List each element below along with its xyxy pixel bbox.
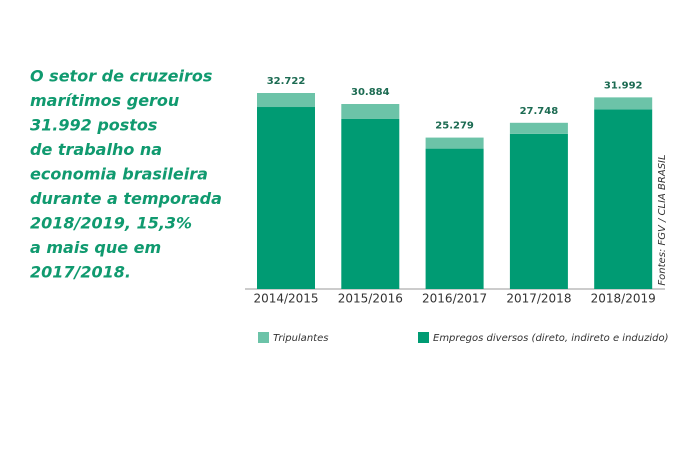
- total-label: 30.884: [351, 87, 390, 98]
- legend-label: Empregos diversos (direto, indireto e in…: [433, 333, 669, 344]
- total-label: 27.748: [520, 106, 559, 117]
- bar-segment: [509, 133, 568, 289]
- bar-segment: [425, 148, 484, 289]
- bar-segment: [341, 104, 400, 119]
- x-tick-label: 2015/2016: [338, 292, 403, 306]
- headline-line: durante a temporada: [30, 189, 222, 208]
- headline-line: 2017/2018.: [30, 263, 131, 282]
- legend-swatch: [258, 332, 269, 343]
- headline-line: a mais que em: [30, 238, 161, 257]
- headline-line: 31.992 postos: [30, 116, 157, 135]
- total-label: 31.992: [604, 80, 643, 91]
- x-tick-label: 2017/2018: [506, 292, 571, 306]
- bar-segment: [594, 97, 653, 110]
- total-label: 25.279: [435, 121, 474, 132]
- x-tick-label: 2014/2015: [253, 292, 318, 306]
- x-tick-label: 2018/2019: [591, 292, 656, 306]
- bar-segment: [341, 118, 400, 290]
- bar-segment: [594, 109, 653, 290]
- bar-segment: [257, 93, 315, 108]
- x-tick-label: 2016/2017: [422, 292, 487, 306]
- bar-segment: [257, 107, 315, 289]
- total-label: 32.722: [267, 76, 306, 87]
- source: Fontes: FGV / CLIA BRASIL: [657, 154, 668, 285]
- headline-line: economia brasileira: [30, 165, 208, 184]
- headline-line: marítimos gerou: [30, 91, 179, 110]
- bar-segment: [509, 122, 568, 134]
- headline-line: O setor de cruzeiros: [30, 67, 212, 86]
- bar-segment: [425, 137, 484, 149]
- legend-swatch: [418, 332, 429, 343]
- headline-line: 2018/2019, 15,3%: [30, 214, 192, 233]
- legend-label: Tripulantes: [273, 333, 328, 344]
- headline-line: de trabalho na: [30, 140, 162, 159]
